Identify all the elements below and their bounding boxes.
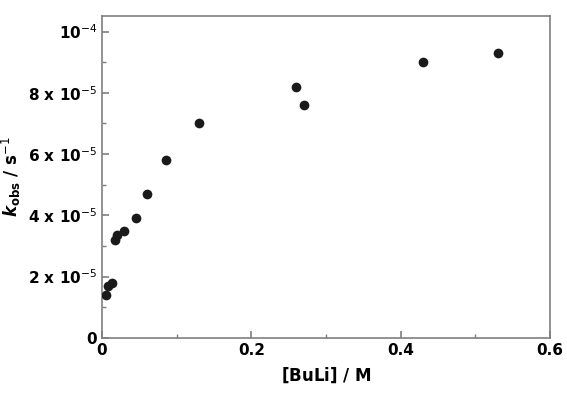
Point [101,292,111,298]
Point [299,102,308,108]
Y-axis label: $\bfit{k}_\mathbf{obs}$ / s$^{-1}$: $\bfit{k}_\mathbf{obs}$ / s$^{-1}$ [0,137,23,217]
Point [493,50,502,56]
Point [131,215,140,222]
Point [161,157,170,164]
Point [107,280,116,286]
Point [291,83,301,90]
Point [142,190,151,197]
Point [120,228,129,234]
Point [418,59,428,66]
Point [104,282,113,289]
Point [111,236,120,243]
Point [194,120,204,127]
X-axis label: [BuLi] / $\bf{M}$: [BuLi] / $\bf{M}$ [281,366,371,385]
Point [112,232,121,239]
